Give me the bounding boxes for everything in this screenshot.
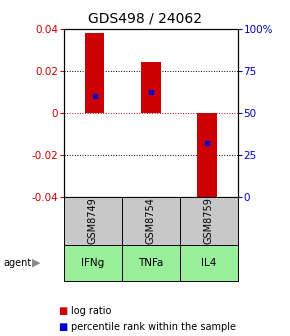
Text: ▶: ▶ xyxy=(32,258,41,268)
Bar xyxy=(85,33,104,113)
Text: IFNg: IFNg xyxy=(81,258,104,268)
Text: log ratio: log ratio xyxy=(71,306,111,316)
Text: ■: ■ xyxy=(58,322,67,332)
Text: GDS498 / 24062: GDS498 / 24062 xyxy=(88,12,202,26)
Text: ■: ■ xyxy=(58,306,67,316)
Text: GSM8754: GSM8754 xyxy=(146,198,156,244)
Text: percentile rank within the sample: percentile rank within the sample xyxy=(71,322,236,332)
Bar xyxy=(141,62,161,113)
Text: GSM8749: GSM8749 xyxy=(88,198,98,244)
Text: GSM8759: GSM8759 xyxy=(204,198,214,244)
Text: IL4: IL4 xyxy=(201,258,217,268)
Bar xyxy=(197,113,217,203)
Text: TNFa: TNFa xyxy=(138,258,164,268)
Text: agent: agent xyxy=(3,258,31,268)
